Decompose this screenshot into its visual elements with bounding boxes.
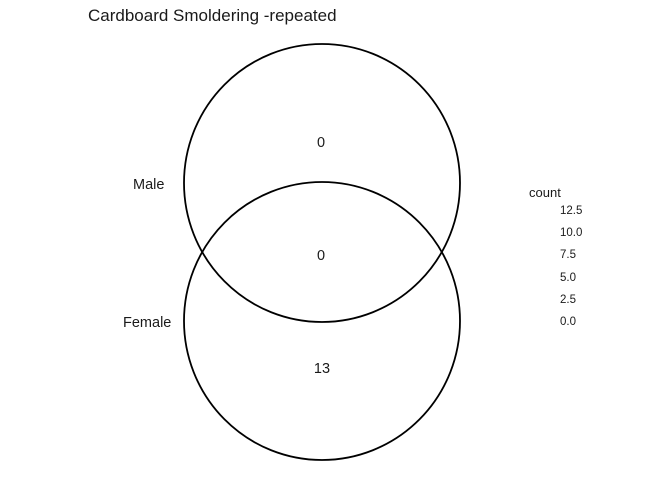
legend-item: 2.5 (560, 294, 576, 306)
female-only-count: 13 (314, 361, 330, 377)
legend-title: count (529, 185, 561, 200)
legend-item: 5.0 (560, 272, 576, 284)
legend-item: 12.5 (560, 205, 583, 217)
legend-item: 0.0 (560, 316, 576, 328)
male-circle (183, 43, 461, 323)
set-label-male: Male (133, 177, 165, 193)
set-label-female: Female (123, 315, 172, 331)
intersection-count: 0 (317, 248, 325, 264)
legend-item: 7.5 (560, 249, 576, 261)
legend-item: 10.0 (560, 227, 583, 239)
male-only-count: 0 (317, 135, 325, 151)
chart-title: Cardboard Smoldering -repeated (88, 6, 337, 25)
female-circle (183, 181, 461, 461)
